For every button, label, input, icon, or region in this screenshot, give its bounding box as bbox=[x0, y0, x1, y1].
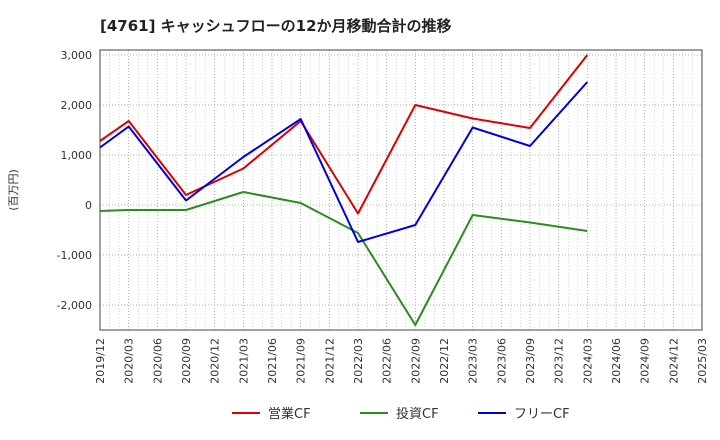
x-tick-label: 2020/12 bbox=[209, 338, 222, 384]
legend-label-1: 営業CF bbox=[268, 406, 311, 422]
y-tick-label: 3,000 bbox=[61, 49, 93, 62]
chart-title: [4761] キャッシュフローの12か月移動合計の推移 bbox=[100, 17, 452, 35]
x-tick-label: 2020/03 bbox=[123, 338, 136, 384]
x-tick-label: 2024/09 bbox=[639, 338, 652, 384]
x-tick-label: 2024/12 bbox=[667, 338, 680, 384]
x-tick-label: 2021/09 bbox=[295, 338, 308, 384]
series-line-2 bbox=[99, 191, 588, 326]
y-tick-label: -1,000 bbox=[57, 249, 92, 262]
y-tick-label: 1,000 bbox=[61, 149, 93, 162]
series-line-1 bbox=[99, 54, 589, 215]
legend-label-2: 投資CF bbox=[396, 406, 439, 422]
y-tick-label: 2,000 bbox=[61, 99, 93, 112]
x-tick-label: 2024/03 bbox=[581, 338, 594, 384]
plot-frame bbox=[99, 49, 703, 331]
x-tick-label: 2025/03 bbox=[696, 338, 709, 384]
x-tick-label: 2022/03 bbox=[352, 338, 365, 384]
plot-area: 3,000 2,000 1,000 0 -1,000 -2,000 2019/12 2020/… bbox=[57, 49, 709, 384]
x-tick-label: 2023/06 bbox=[495, 338, 508, 384]
x-tick-label: 2022/09 bbox=[409, 338, 422, 384]
x-tick-label: 2023/03 bbox=[467, 338, 480, 384]
legend: 営業CF 投資CF フリーCF bbox=[232, 406, 570, 422]
x-tick-label: 2020/09 bbox=[180, 338, 193, 384]
y-tick-label: -2,000 bbox=[57, 299, 92, 312]
x-tick-label: 2024/06 bbox=[610, 338, 623, 384]
x-tick-label: 2021/03 bbox=[237, 338, 250, 384]
x-tick-label: 2023/12 bbox=[553, 338, 566, 384]
series-line-3 bbox=[99, 81, 589, 243]
x-tick-label: 2021/12 bbox=[323, 338, 336, 384]
x-tick-label: 2019/12 bbox=[94, 338, 107, 384]
y-axis-label: (百万円) bbox=[7, 169, 20, 211]
x-tick-label: 2021/06 bbox=[266, 338, 279, 384]
x-tick-label: 2022/06 bbox=[381, 338, 394, 384]
x-tick-label: 2022/12 bbox=[438, 338, 451, 384]
y-tick-label: 0 bbox=[85, 199, 92, 212]
x-tick-label: 2020/06 bbox=[151, 338, 164, 384]
legend-label-3: フリーCF bbox=[514, 407, 570, 422]
x-tick-label: 2023/09 bbox=[524, 338, 537, 384]
